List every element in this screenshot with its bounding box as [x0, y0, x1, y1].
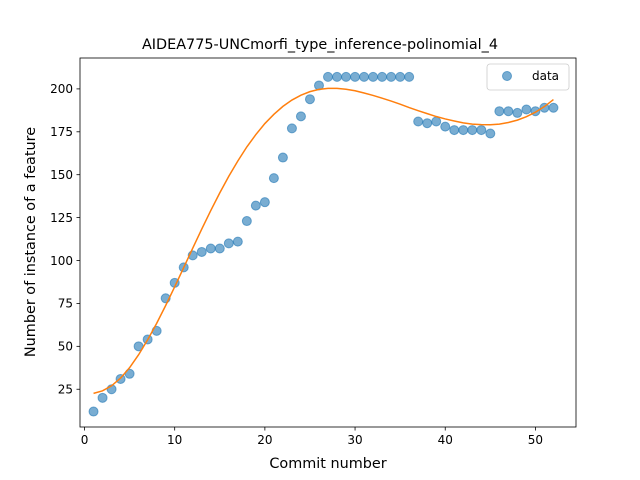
fit-line — [93, 87, 554, 395]
data-point — [386, 71, 397, 82]
data-point — [304, 94, 315, 105]
data-point — [268, 173, 279, 184]
legend-box — [486, 63, 570, 91]
data-point — [485, 128, 496, 139]
data-point — [196, 246, 207, 257]
data-point — [440, 121, 451, 132]
data-point — [404, 71, 415, 82]
data-point — [341, 71, 352, 82]
y-axis-ticks: 25 50 75 100 125 150 175 200 — [50, 82, 80, 397]
y-tick-label: 75 — [58, 297, 73, 311]
data-point — [323, 71, 333, 82]
data-point — [259, 197, 270, 208]
data-point — [494, 106, 505, 117]
legend: data — [486, 63, 570, 91]
data-point — [548, 102, 559, 113]
data-point — [431, 116, 442, 127]
y-tick-label: 100 — [50, 254, 73, 268]
data-point — [368, 71, 379, 82]
data-point — [449, 125, 460, 136]
data-point — [88, 406, 99, 417]
legend-label-data: data — [532, 69, 559, 83]
data-point — [422, 118, 433, 129]
data-point — [232, 236, 243, 247]
data-point — [476, 125, 487, 136]
data-point — [521, 104, 532, 115]
axes-frame — [79, 57, 577, 428]
x-tick-label: 30 — [347, 433, 362, 447]
data-point — [377, 71, 388, 82]
y-tick-label: 50 — [58, 340, 73, 354]
x-tick-label: 50 — [528, 433, 543, 447]
x-tick-label: 40 — [438, 433, 453, 447]
data-point — [250, 200, 261, 211]
data-point — [395, 71, 406, 82]
data-marks — [88, 71, 559, 417]
data-point — [205, 243, 216, 254]
x-tick-label: 20 — [257, 433, 272, 447]
data-point — [503, 106, 514, 117]
data-point — [286, 123, 297, 134]
data-point — [359, 71, 370, 82]
x-axis-label: Commit number — [269, 456, 386, 472]
x-tick-label: 10 — [167, 433, 182, 447]
x-axis-ticks: 0 10 20 30 40 50 — [81, 427, 543, 447]
data-point — [350, 71, 361, 82]
data-point — [295, 111, 306, 122]
data-point — [223, 238, 234, 249]
data-point — [97, 392, 108, 403]
data-point — [467, 125, 478, 136]
x-tick-label: 0 — [81, 433, 89, 447]
chart-title: AIDEA775-UNCmorfi_type_inference-polinom… — [142, 37, 498, 53]
y-tick-label: 175 — [50, 125, 73, 139]
y-axis-label: Number of instance of a feature — [23, 127, 39, 357]
legend-marker-data — [502, 71, 512, 81]
y-tick-label: 200 — [50, 82, 73, 96]
data-point — [277, 152, 288, 163]
data-point — [241, 216, 252, 227]
data-point — [413, 116, 424, 127]
data-point — [512, 107, 523, 118]
data-point — [332, 71, 343, 82]
data-point — [458, 125, 469, 136]
data-point — [214, 243, 225, 254]
y-tick-label: 25 — [58, 383, 73, 397]
y-tick-label: 125 — [50, 211, 73, 225]
y-tick-label: 150 — [50, 168, 73, 182]
